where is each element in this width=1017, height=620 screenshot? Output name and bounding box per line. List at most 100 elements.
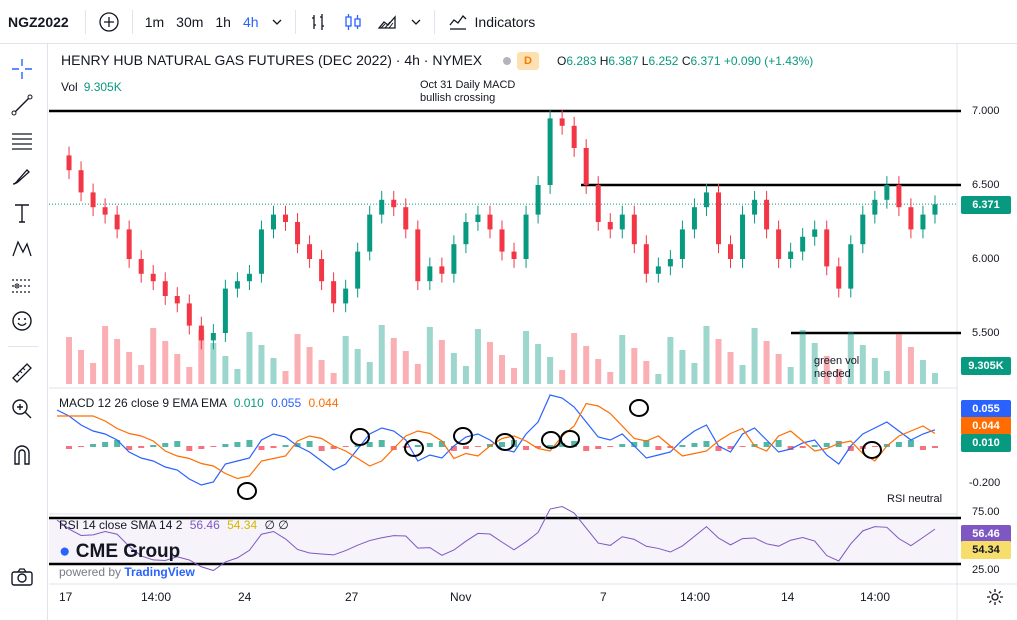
candle-body (379, 199, 385, 215)
candle-body (884, 185, 890, 200)
delayed-data-badge[interactable]: D (517, 52, 539, 70)
macd-histogram-bar (631, 442, 638, 447)
candle-body (475, 214, 481, 222)
macd-legend: MACD 12 26 close 9 EMA EMA 0.010 0.055 0… (59, 396, 339, 410)
volume-bar (210, 343, 217, 384)
candle-body (367, 214, 373, 252)
macd-histogram-bar (823, 443, 830, 447)
candle-body (114, 214, 120, 230)
text-tool-icon[interactable] (9, 200, 35, 226)
volume-bar (282, 371, 289, 384)
prediction-tool-icon[interactable] (9, 272, 35, 298)
candle-body (403, 207, 409, 230)
interval-1m[interactable]: 1m (144, 13, 165, 30)
time-axis-label: 27 (345, 590, 359, 604)
candle-body (932, 204, 938, 215)
candle-body (920, 214, 926, 230)
macd-signal-tag: 0.044 (961, 417, 1011, 435)
emoji-icon[interactable] (9, 308, 35, 334)
price-axis-label: 7.000 (972, 105, 1000, 117)
macd-line-tag: 0.055 (961, 400, 1011, 418)
macd-histogram-bar (210, 446, 217, 447)
macd-histogram-bar (162, 443, 169, 447)
volume-bar (138, 365, 145, 384)
camera-icon[interactable] (9, 564, 35, 590)
magnet-icon[interactable] (9, 442, 35, 468)
interval-30m[interactable]: 30m (176, 13, 204, 30)
rsi-axis-label: 75.00 (972, 506, 1000, 518)
macd-histogram-bar (150, 445, 157, 447)
indicators-button[interactable]: Indicators (441, 7, 542, 37)
volume-bar (715, 339, 722, 384)
volume-bar (78, 350, 85, 384)
ruler-icon[interactable] (9, 360, 35, 386)
macd-histogram-bar (655, 446, 662, 450)
volume-bar (150, 328, 157, 384)
volume-bar (366, 362, 373, 384)
macd-histogram-bar (763, 442, 770, 447)
time-axis-label: 14 (781, 590, 795, 604)
candle-body (78, 170, 84, 193)
volume-bar (162, 341, 169, 384)
candle-body (691, 207, 697, 230)
candle-body (703, 192, 709, 208)
candle-body (511, 251, 517, 259)
volume-bar (426, 327, 433, 384)
macd-histogram-bar (66, 446, 73, 449)
brush-icon[interactable] (9, 164, 35, 190)
volume-bar (499, 355, 505, 384)
candles-chart-type-button[interactable] (336, 7, 370, 37)
candle-body (836, 266, 842, 289)
candle-body (607, 222, 613, 230)
macd-histogram-bar (811, 445, 818, 447)
symbol-search[interactable]: NGZ2022 (8, 13, 69, 30)
candle-body (138, 259, 144, 274)
volume-bar (643, 361, 650, 384)
fib-retracement-icon[interactable] (9, 128, 35, 154)
zoom-in-icon[interactable] (9, 396, 35, 422)
volume-bar (571, 333, 578, 384)
volume-bar (390, 338, 397, 384)
volume-bar (727, 352, 734, 384)
volume-bar (270, 358, 277, 384)
rsi-axis-label: 25.00 (972, 564, 1000, 576)
candle-body (451, 244, 457, 274)
candle-body (222, 288, 228, 333)
interval-4h[interactable]: 4h (242, 13, 259, 30)
volume-bar (318, 360, 325, 384)
candle-body (595, 185, 601, 222)
macd-histogram-bar (138, 446, 145, 448)
volume-legend: Vol 9.305K (61, 80, 122, 94)
macd-histogram-bar (715, 446, 722, 451)
macd-histogram-bar (607, 446, 614, 447)
chart-type-dropdown[interactable] (404, 7, 428, 37)
interval-1h[interactable]: 1h (215, 13, 231, 30)
candle-body (499, 229, 505, 252)
toolbar-divider (131, 9, 133, 34)
pattern-tool-icon[interactable] (9, 236, 35, 262)
volume-bar (354, 349, 361, 384)
interval-dropdown[interactable] (265, 7, 289, 37)
crosshair-icon[interactable] (9, 56, 35, 82)
volume-bar (294, 334, 301, 384)
plus-circle-icon (99, 11, 119, 32)
candle-body (174, 296, 180, 304)
chart-area[interactable]: HENRY HUB NATURAL GAS FUTURES (DEC 2022)… (49, 44, 1017, 620)
candle-body (439, 266, 445, 274)
macd-histogram-bar (294, 443, 301, 447)
area-chart-type-button[interactable] (370, 7, 404, 37)
macd-crossing-circle (350, 428, 370, 446)
price-chart[interactable] (49, 44, 1017, 620)
rsi-neutral-annotation: RSI neutral (887, 493, 943, 505)
macd-histogram-bar (799, 446, 806, 448)
candle-body (667, 259, 673, 267)
macd-crossing-circle (237, 482, 257, 500)
compare-symbol-button[interactable] (92, 7, 126, 37)
macd-histogram-bar (270, 446, 277, 448)
bar-chart-type-button[interactable] (302, 7, 336, 37)
trend-line-icon[interactable] (9, 92, 35, 118)
candle-body (487, 214, 493, 230)
settings-gear-icon[interactable] (986, 588, 1004, 606)
macd-histogram-bar (102, 442, 109, 447)
volume-bar (486, 342, 493, 384)
